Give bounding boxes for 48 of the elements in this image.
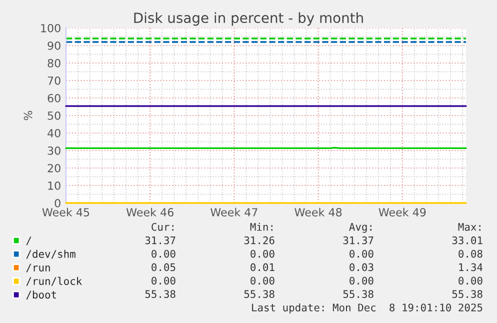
text: 0.00 — [350, 276, 374, 285]
x-tick-label: Week 48 — [294, 208, 342, 216]
text: 55.38 — [452, 290, 482, 298]
text: 0.00 — [250, 276, 274, 285]
y-tick-label: 50 — [48, 111, 60, 120]
legend-label: / — [26, 236, 32, 246]
x-tick-label: Week 45 — [42, 208, 90, 216]
text: 33.01 — [452, 236, 482, 244]
x-tick-label: Week 46 — [126, 208, 174, 216]
text: 0.00 — [152, 276, 176, 285]
y-tick-label: 10 — [48, 181, 60, 190]
text: 31.26 — [244, 236, 274, 244]
legend-label: /run — [26, 264, 50, 272]
text: 0.08 — [458, 250, 482, 258]
legend-label: /run/lock — [26, 276, 82, 286]
text: Max: — [458, 223, 480, 231]
chart-title: Disk usage in percent - by month — [134, 12, 363, 26]
text: 0.01 — [250, 263, 274, 272]
y-tick-label: 30 — [48, 146, 60, 155]
text: Last update: Mon Dec 8 19:01:10 2025 — [252, 303, 482, 314]
y-axis-title: % — [24, 110, 32, 120]
y-tick-label: 40 — [48, 128, 60, 138]
text: 0.05 — [152, 263, 176, 272]
legend-label: /dev/shm — [26, 250, 76, 259]
legend-label: /boot — [26, 290, 56, 300]
text: Min: — [250, 222, 272, 231]
y-tick-label: 60 — [48, 94, 60, 102]
text: 0.00 — [350, 250, 374, 258]
text: Avg: — [349, 223, 372, 233]
text: 31.37 — [145, 236, 176, 244]
text: 55.38 — [145, 290, 176, 298]
y-tick-label: 20 — [48, 164, 60, 172]
text: 1.34 — [459, 263, 483, 272]
y-tick-label: 100 — [41, 24, 60, 32]
y-tick-label: 0 — [54, 198, 60, 208]
text: 0.00 — [458, 276, 482, 285]
text: 0.00 — [152, 250, 176, 258]
text: 55.38 — [244, 290, 274, 298]
y-tick-label: 70 — [48, 76, 60, 85]
y-tick-label: 80 — [48, 58, 60, 68]
text: 0.00 — [250, 250, 274, 258]
x-tick-label: Week 49 — [378, 208, 426, 216]
x-tick-label: Week 47 — [210, 208, 258, 216]
text: Cur: — [152, 222, 174, 231]
text: 0.03 — [350, 263, 374, 272]
y-tick-label: 90 — [48, 41, 60, 50]
text: 31.37 — [343, 236, 374, 244]
text: 55.38 — [343, 290, 374, 298]
